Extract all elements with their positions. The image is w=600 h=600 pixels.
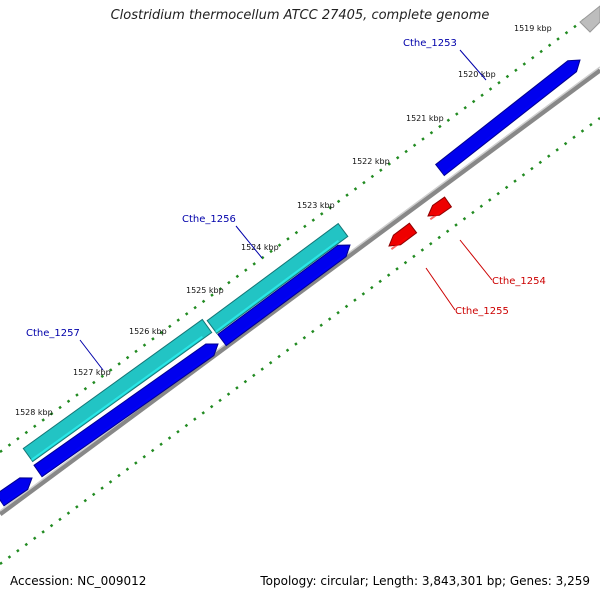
cds-bar-cthe-1256-highlight [224,254,346,345]
tick-label: 1524 kbp [241,243,279,252]
genes-layer [0,59,581,507]
gene-label-cthe-1257[interactable]: Cthe_1257 [26,328,80,339]
gene-label-cthe-1253[interactable]: Cthe_1253 [403,38,457,49]
tick-label: 1519 kbp [514,24,552,33]
tick-label: 1521 kbp [406,114,444,123]
gene-label-leader [79,339,104,371]
cds-bar-cthe-1253[interactable] [434,59,581,177]
tick-label: 1525 kbp [186,286,224,295]
cds-bar-cthe-1256[interactable] [217,244,351,347]
cds-bar-left-edge[interactable] [0,477,33,507]
gene-label-cthe-1256[interactable]: Cthe_1256 [182,214,236,225]
tick-label: 1528 kbp [15,408,53,417]
map-title: Clostridium thermocellum ATCC 27405, com… [110,8,490,23]
gene-label-leader [235,225,263,259]
cds-bar-cthe-1257[interactable] [33,343,219,478]
gene-bar-cthe-1256-highlight [215,239,340,333]
gene-label-leader [425,267,456,311]
cds-bar-left-edge-highlight [2,486,28,505]
gene-bar-cthe-1255-highlight [390,236,408,250]
gene-bar-cthe-1255[interactable] [388,222,418,247]
tick-label: 1526 kbp [129,327,167,336]
cds-bar-cthe-1253-highlight [442,69,576,175]
ticks-layer: 1519 kbp 1520 kbp 1521 kbp 1522 kbp 1523 kbp… [15,24,552,417]
outer-ruler-line [0,6,600,454]
tick-label: 1522 kbp [352,157,390,166]
inner-ruler-line [0,116,600,566]
gene-label-cthe-1255[interactable]: Cthe_1255 [455,306,509,317]
gene-label-leader [459,239,493,281]
gene-label-leader [459,49,487,81]
gene-labels-layer: Cthe_1253 Cthe_1256 Cthe_1257 Cthe_1254 Cthe… [26,38,546,371]
tick-label: 1520 kbp [458,70,496,79]
gene-bar-cthe-1257-highlight [30,335,203,461]
gene-bar-cthe-1256[interactable] [206,222,349,335]
tick-label: 1527 kbp [73,368,111,377]
genome-backbone [0,67,600,517]
gene-label-cthe-1254[interactable]: Cthe_1254 [492,276,546,287]
tick-label: 1523 kbp [297,201,335,210]
accession-label: Accession: NC_009012 [10,574,147,588]
gene-bar-cthe-1257[interactable] [22,318,213,463]
gene-bar-cthe-1254-highlight [429,210,443,221]
genome-summary: Topology: circular; Length: 3,843,301 bp… [260,574,590,588]
backbone-cap [579,5,600,33]
cds-bar-cthe-1257-highlight [40,353,214,476]
